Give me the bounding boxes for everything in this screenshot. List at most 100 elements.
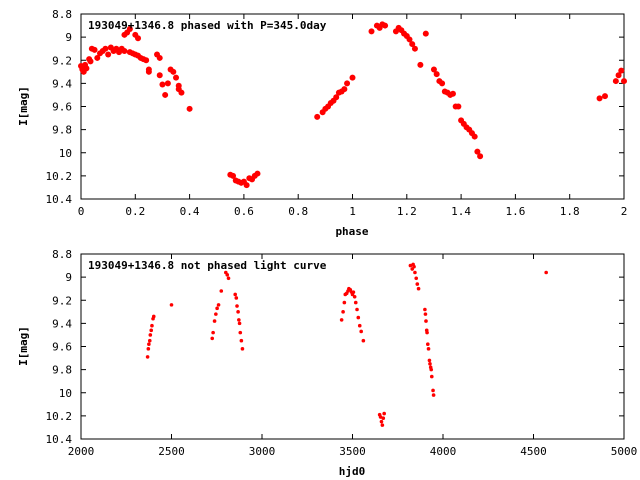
phased-data-point [145,68,152,75]
phased-data-point [601,93,608,100]
unphased-data-points [145,262,548,427]
phased-data-point [105,51,112,58]
unphased-x-tick-label: 4500 [520,445,547,458]
phased-data-point [368,28,375,35]
unphased-y-tick-label: 8.8 [52,248,72,261]
unphased-data-point [429,367,434,372]
unphased-data-point [425,342,430,346]
unphased-data-point [413,270,417,275]
phased-data-point [94,54,101,61]
phased-data-point [156,54,163,61]
phased-x-tick-label: 1.4 [451,205,471,218]
unphased-data-point [423,307,427,312]
phased-tick-marks [80,13,625,200]
phased-x-tick-label: 1.8 [560,205,580,218]
unphased-data-point [237,318,241,322]
unphased-data-point [339,318,344,322]
unphased-data-point [382,411,386,416]
phased-y-tick-label: 10 [59,147,72,160]
unphased-data-point [356,315,361,320]
unphased-data-point [380,423,385,427]
unphased-data-point [416,286,421,291]
unphased-data-point [341,310,345,314]
unphased-y-tick-labels: 8.8 9 9.2 9.4 9.6 9.8 10 10.2 10.4 [46,248,73,446]
unphased-data-point [351,290,356,294]
phased-data-point [449,90,456,97]
phased-y-tick-label: 9.8 [52,124,72,137]
phased-chart: 0 0.2 0.4 0.6 0.8 1 1.2 1.4 1.6 1.8 2 8.8 9 9.2 9.4 9.… [17,8,627,238]
phased-x-tick-label: 1.6 [505,205,525,218]
unphased-data-point [431,388,435,393]
phased-data-point [411,45,418,52]
unphased-data-point [239,338,244,343]
unphased-data-point [379,419,384,424]
phased-data-point [314,113,321,120]
phased-data-point [121,48,128,54]
unphased-x-tick-labels: 2000 2500 3000 3500 4000 4500 5000 [68,445,638,458]
phased-data-point [439,80,446,87]
unphased-data-point [357,323,362,328]
unphased-data-point [150,323,154,328]
unphased-data-point [169,303,174,307]
unphased-x-tick-label: 3500 [339,445,366,458]
phased-data-point [615,72,622,79]
unphased-data-point [237,321,242,326]
phased-data-point [349,74,356,81]
unphased-data-point [210,336,215,341]
phased-data-points [78,21,627,189]
phased-y-tick-label: 10.4 [46,193,73,206]
unphased-x-tick-label: 2500 [158,445,185,458]
phased-y-axis-label: I[mag] [17,86,30,126]
unphased-data-point [423,312,428,316]
unphased-chart: 2000 2500 3000 3500 4000 4500 5000 8.8 9 9.2 9.4 9… [17,248,637,478]
phased-data-point [422,30,429,37]
phased-x-tick-label: 0.6 [234,205,254,218]
phased-x-tick-label: 0.4 [180,205,200,218]
phased-data-point [344,80,351,87]
phased-data-point [126,26,133,33]
unphased-data-point [428,362,432,366]
unphased-chart-title: 193049+1346.8 not phased light curve [88,259,327,272]
unphased-x-tick-label: 2000 [68,445,95,458]
phased-data-point [409,41,416,48]
phased-y-tick-label: 9.2 [52,54,72,67]
phased-data-point [455,103,462,110]
phased-data-point [102,45,109,52]
unphased-x-axis-label: hjd0 [339,465,366,478]
unphased-data-point [425,330,429,335]
phased-data-point [382,22,389,29]
unphased-y-tick-label: 9.2 [52,294,72,307]
phased-data-point [433,71,440,78]
unphased-data-point [151,314,156,319]
unphased-data-point [226,276,231,281]
phased-data-point [471,133,478,140]
unphased-data-point [378,415,383,419]
phased-x-tick-labels: 0 0.2 0.4 0.6 0.8 1 1.2 1.4 1.6 1.8 2 [78,205,628,218]
phased-y-tick-label: 10.2 [46,170,73,183]
phased-data-point [474,148,481,155]
unphased-data-point [219,289,224,293]
unphased-data-point [235,304,239,308]
unphased-data-point [359,329,363,334]
unphased-data-point [238,330,243,335]
phased-data-point [477,153,484,160]
unphased-y-tick-label: 10.2 [46,410,73,423]
unphased-data-point [225,273,230,277]
unphased-y-axis-label: I[mag] [17,326,30,366]
unphased-data-point [427,358,432,363]
phased-data-point [178,89,185,96]
phased-data-point [430,66,437,73]
unphased-data-point [240,347,245,351]
phased-data-point [173,74,180,81]
phased-x-tick-label: 1 [349,205,356,218]
phased-x-axis-label: phase [335,225,368,238]
unphased-y-tick-label: 9.8 [52,364,72,377]
unphased-x-tick-label: 5000 [611,445,638,458]
phased-y-tick-label: 9.4 [52,77,72,90]
phased-chart-title: 193049+1346.8 phased with P=345.0day [88,19,327,32]
phased-data-point [143,57,150,64]
unphased-data-point [415,282,420,286]
phased-data-point [254,170,261,177]
phased-x-tick-label: 0.2 [125,205,145,218]
